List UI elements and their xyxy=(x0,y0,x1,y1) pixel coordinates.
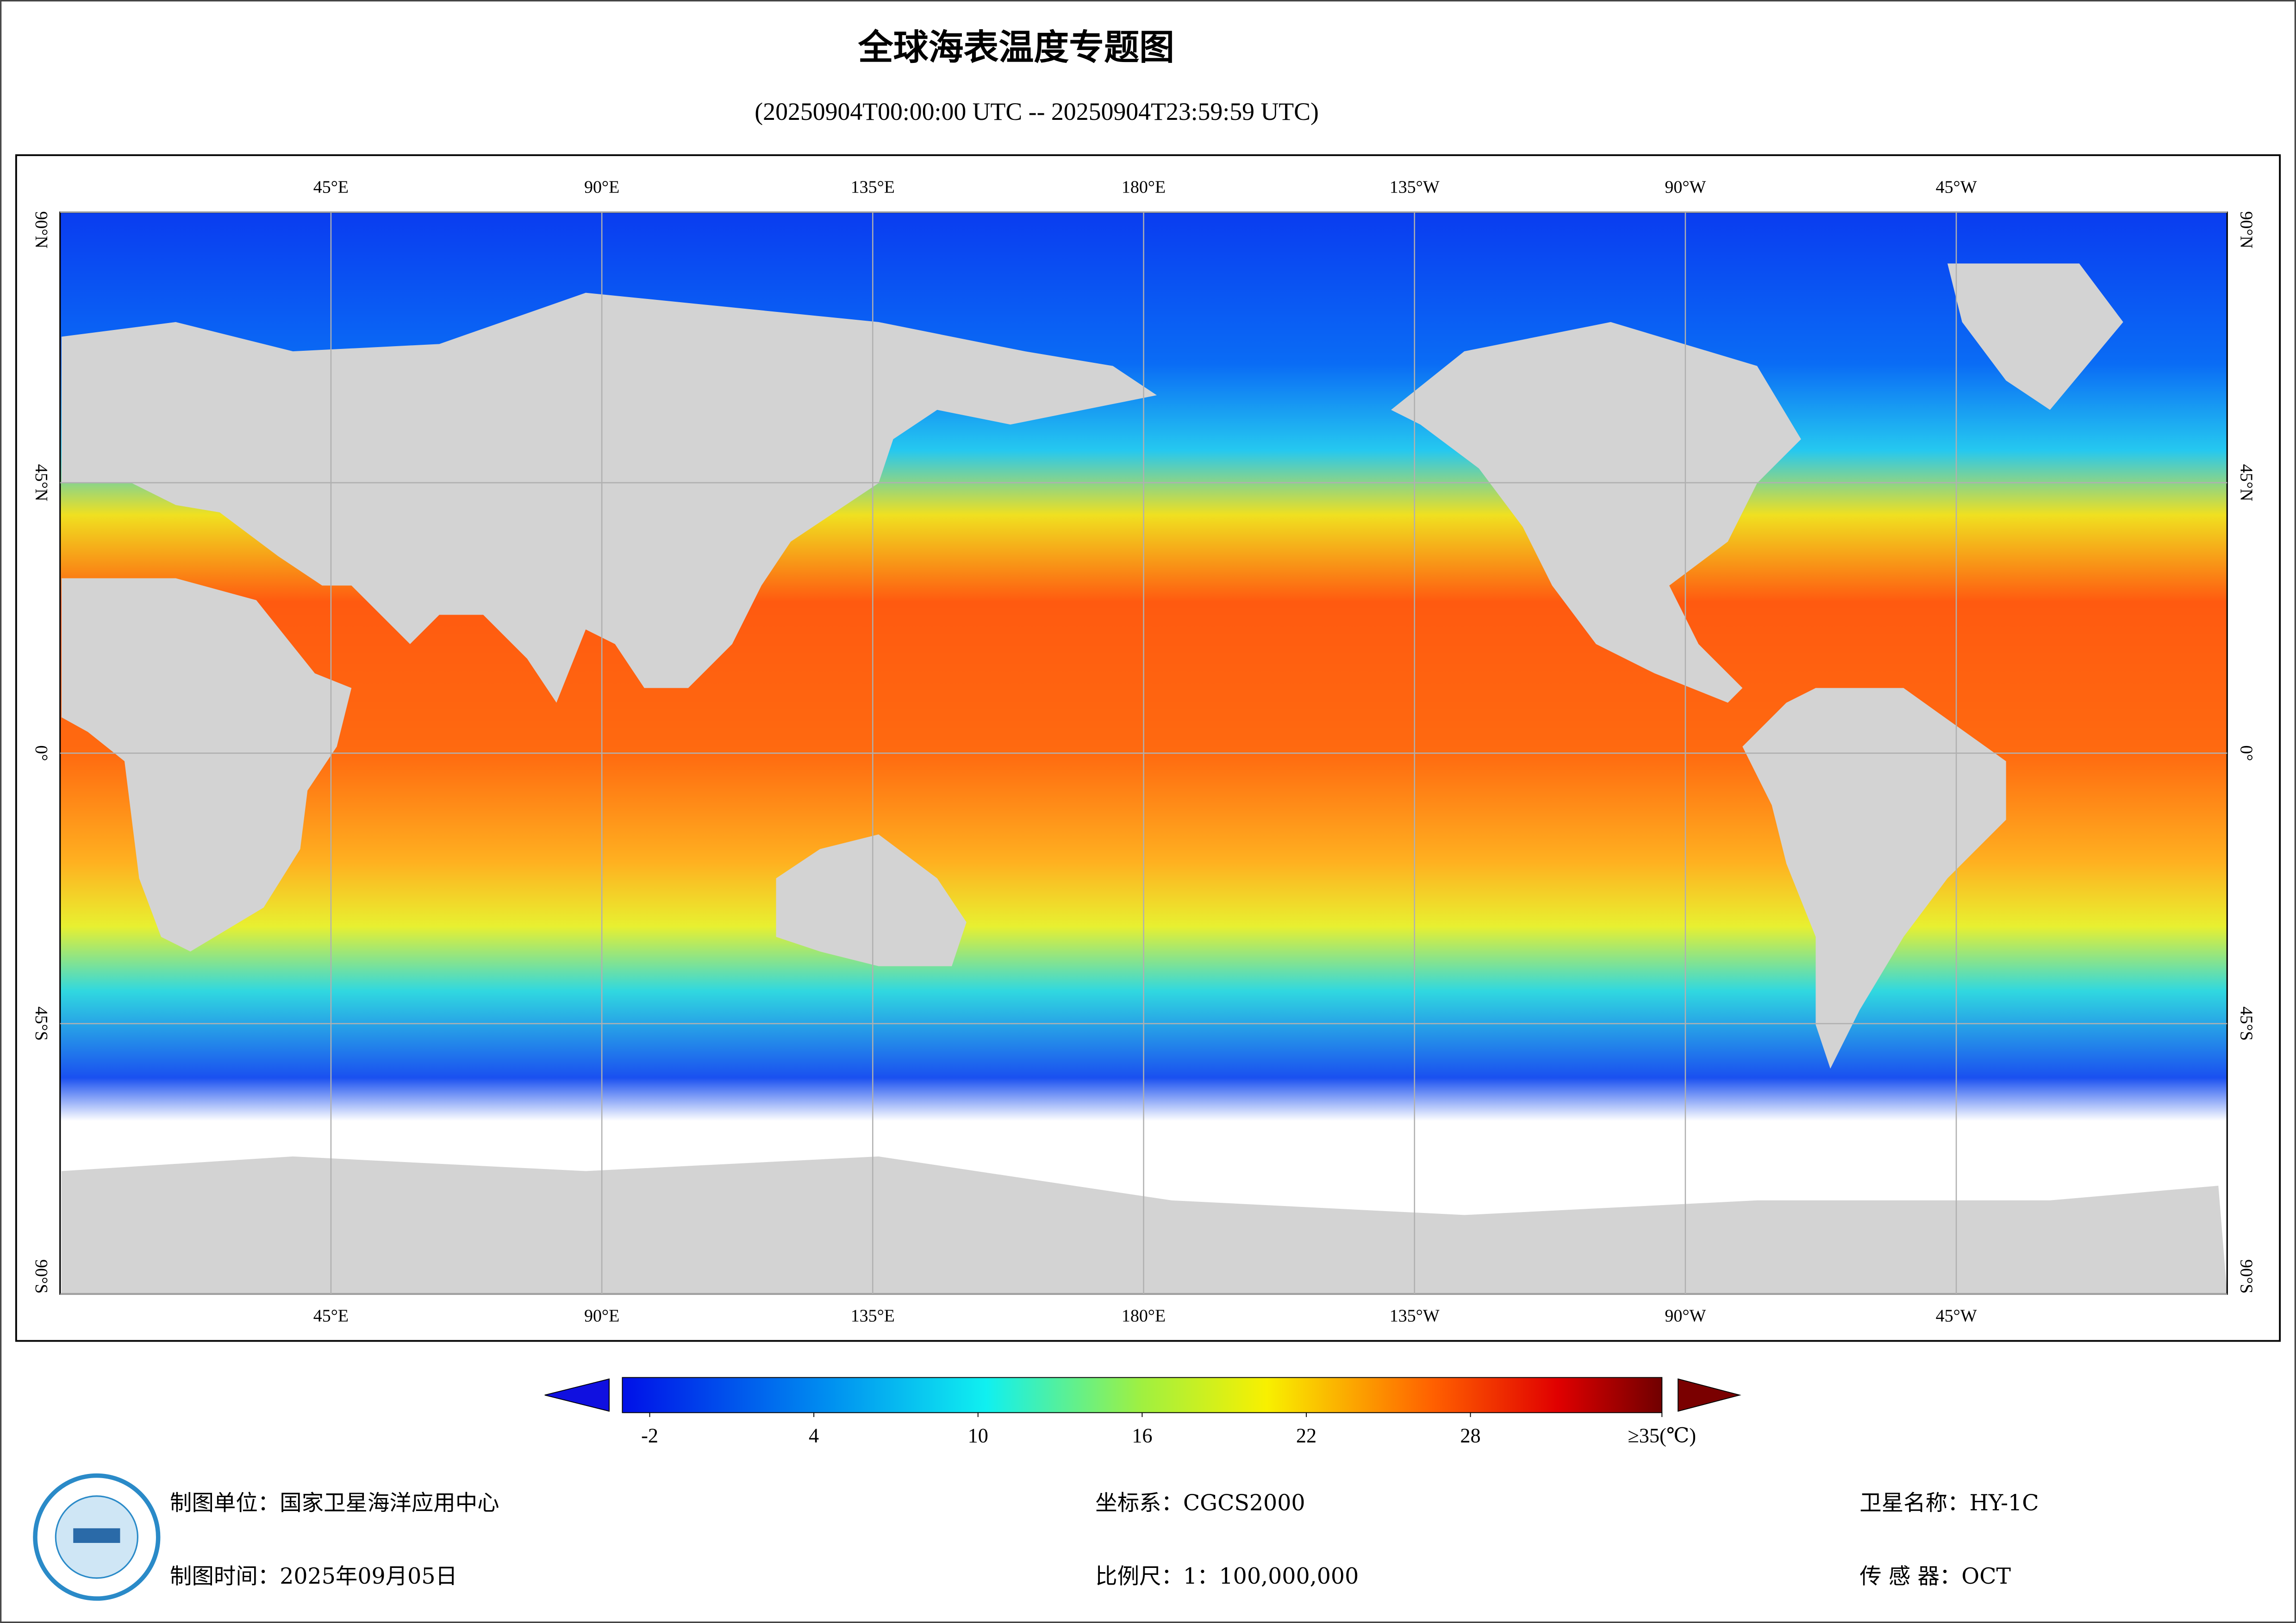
lon-tick-label: 90°W xyxy=(1665,178,1706,197)
colorbar-tick-label: 4 xyxy=(809,1424,819,1447)
footer-scale: 比例尺：1：100,000,000 xyxy=(1095,1564,1359,1589)
lon-tick-label: 135°W xyxy=(1390,178,1440,197)
colorbar-tick-label: 16 xyxy=(1132,1424,1152,1447)
lon-tick-label: 45°W xyxy=(1936,1306,1977,1326)
lat-tick-label: 0° xyxy=(2237,745,2256,761)
lat-tick-label: 90°N xyxy=(2237,211,2256,249)
logo xyxy=(33,1473,161,1601)
lat-tick-label: 45°N xyxy=(31,464,51,502)
lat-tick-label: 0° xyxy=(31,745,51,761)
colorbar-ramp xyxy=(622,1377,1663,1413)
lat-tick-label: 45°S xyxy=(31,1007,51,1041)
lon-tick-label: 90°E xyxy=(584,1306,619,1326)
lon-tick-label: 135°E xyxy=(851,178,895,197)
colorbar-tick-label: -2 xyxy=(641,1424,658,1447)
lon-tick-label: 135°W xyxy=(1390,1306,1440,1326)
footer-crs: 坐标系：CGCS2000 xyxy=(1095,1491,1305,1516)
lon-tick-label: 135°E xyxy=(851,1306,895,1326)
lat-tick-label: 45°N xyxy=(2237,464,2256,502)
map xyxy=(59,211,2228,1295)
colorbar-tick-label: 28 xyxy=(1460,1424,1480,1447)
lon-tick-label: 90°W xyxy=(1665,1306,1706,1326)
colorbar-under-arrow xyxy=(544,1378,610,1412)
lon-tick-label: 180°E xyxy=(1122,1306,1166,1326)
subtitle: (20250904T00:00:00 UTC -- 20250904T23:59… xyxy=(755,98,1319,125)
lat-tick-label: 90°S xyxy=(2237,1259,2256,1293)
lon-tick-label: 45°E xyxy=(313,178,349,197)
colorbar: -2 4 10 16 22 28 ≥35(℃) xyxy=(544,1377,1741,1447)
lon-tick-label: 180°E xyxy=(1122,178,1166,197)
lon-tick-label: 45°W xyxy=(1936,178,1977,197)
lat-tick-label: 45°S xyxy=(2237,1007,2256,1041)
title: 全球海表温度专题图 xyxy=(858,27,1174,68)
colorbar-over-arrow xyxy=(1678,1378,1741,1412)
colorbar-tick-label: 22 xyxy=(1296,1424,1316,1447)
footer-sensor: 传 感 器：OCT xyxy=(1859,1564,2011,1589)
lon-tick-label: 45°E xyxy=(313,1306,349,1326)
footer-unit: 制图单位：国家卫星海洋应用中心 xyxy=(170,1491,499,1516)
colorbar-tick-label: 10 xyxy=(968,1424,988,1447)
lat-tick-label: 90°S xyxy=(31,1259,51,1293)
footer-date: 制图时间：2025年09月05日 xyxy=(170,1564,457,1589)
footer-satellite: 卫星名称：HY-1C xyxy=(1859,1491,2039,1516)
lat-tick-label: 90°N xyxy=(31,211,51,249)
lon-tick-label: 90°E xyxy=(584,178,619,197)
colorbar-tick-label: ≥35(℃) xyxy=(1628,1424,1696,1447)
logo-satellite xyxy=(73,1528,120,1543)
